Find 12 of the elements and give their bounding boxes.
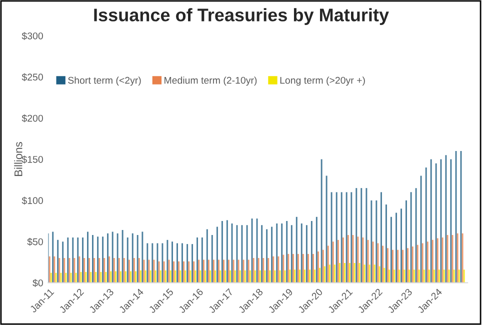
legend-label: Long term (>20yr +) (280, 76, 365, 86)
y-tick-label: $150 (22, 156, 43, 164)
y-tick-label: $300 (22, 32, 43, 40)
y-axis-title: Billions (14, 142, 22, 176)
y-tick-label: $200 (22, 114, 43, 122)
y-tick-label: $50 (27, 238, 43, 246)
legend-label: Short term (<2yr) (68, 76, 141, 86)
legend-label: Medium term (2-10yr) (164, 76, 257, 86)
y-tick-label: $100 (22, 196, 43, 205)
y-tick-label: $250 (22, 73, 43, 82)
y-tick-label: $0 (32, 279, 43, 287)
chart-title: Issuance of Treasuries by Maturity (94, 8, 389, 25)
